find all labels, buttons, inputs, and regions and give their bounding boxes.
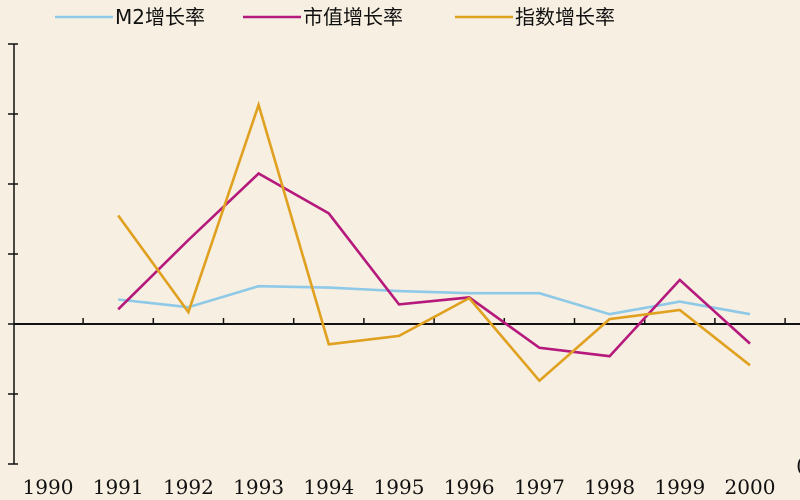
legend: M2增长率 市值增长率 指数增长率 <box>55 5 615 29</box>
x-tick-label-partial: ( <box>796 453 800 477</box>
x-tick-label: 1990 <box>23 475 74 499</box>
x-tick-label: 1991 <box>93 475 144 499</box>
x-tick-label: 1992 <box>163 475 214 499</box>
legend-label-2: 市值增长率 <box>303 5 403 29</box>
x-tick-label: 1993 <box>233 475 284 499</box>
x-tick-label: 1997 <box>514 475 565 499</box>
x-tick-label: 1998 <box>584 475 635 499</box>
series-lines <box>117 100 751 383</box>
x-tick-label: 1994 <box>303 475 354 499</box>
series-line-2 <box>117 171 751 358</box>
series-line-3 <box>117 100 751 383</box>
x-tick-label: 2000 <box>725 475 776 499</box>
series-line-1 <box>118 284 751 316</box>
axes <box>8 43 800 465</box>
x-tick-label: 1996 <box>444 475 495 499</box>
x-tick-labels: 1990 1991 1992 1993 1994 1995 1996 1997 1998 1999… <box>23 453 800 499</box>
legend-label-1: M2增长率 <box>115 5 205 29</box>
x-tick-label: 1999 <box>654 475 705 499</box>
x-tick-label: 1995 <box>374 475 425 499</box>
legend-label-3: 指数增长率 <box>515 5 615 29</box>
